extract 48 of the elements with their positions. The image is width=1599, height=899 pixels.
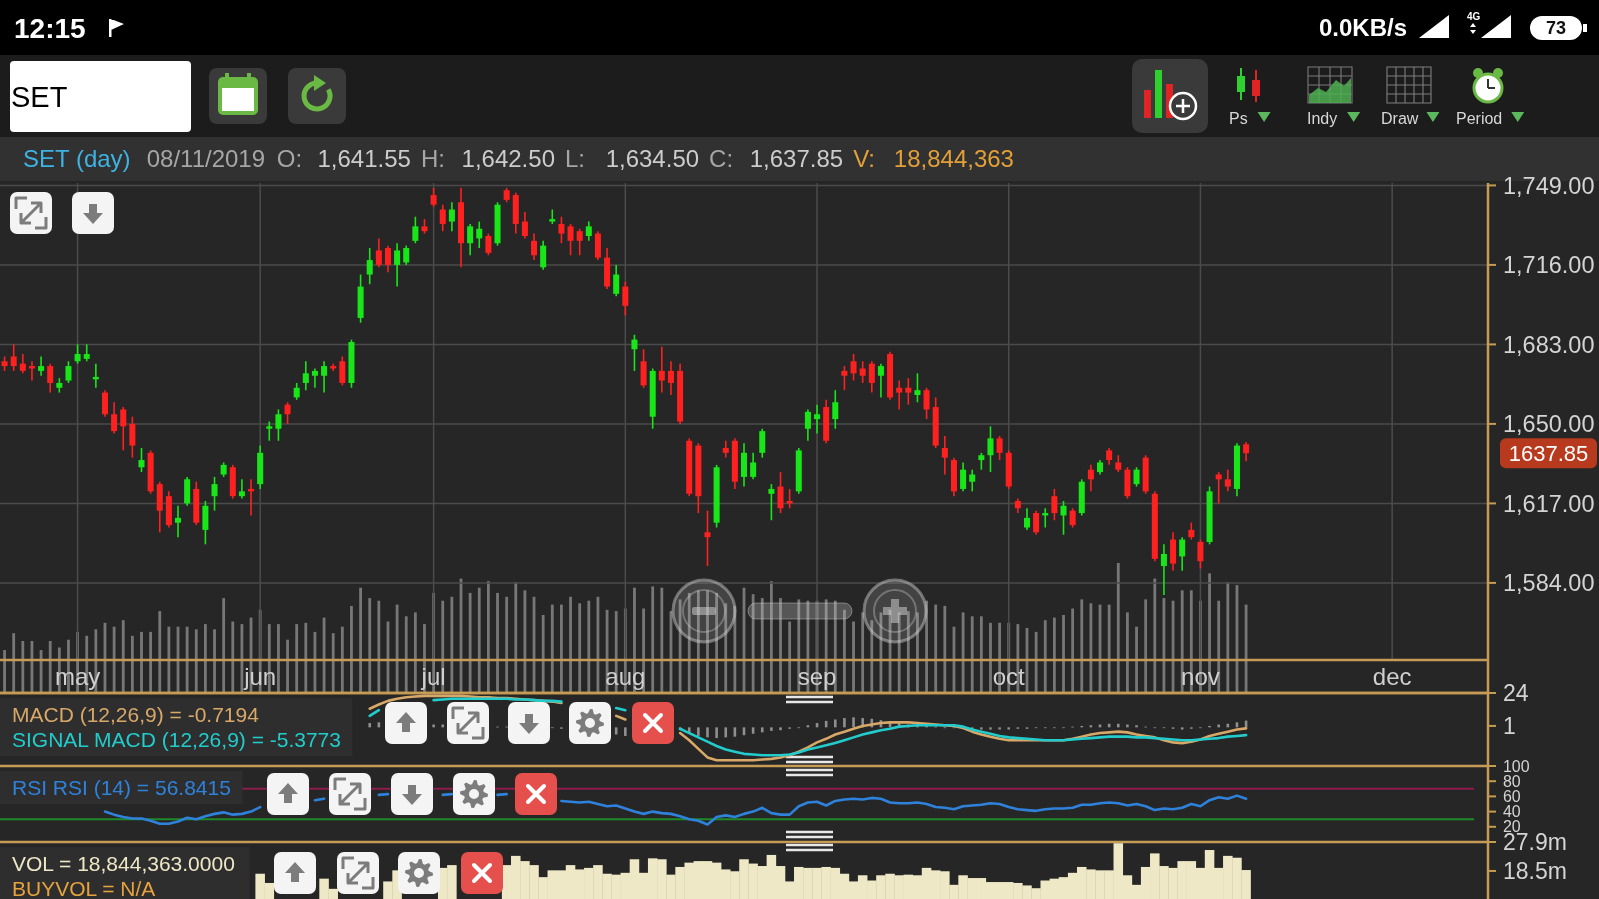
text: C:: [709, 145, 734, 172]
chart-subtitle: 08/11/2019: [146, 145, 266, 172]
text: 4G: [1467, 11, 1481, 22]
y-tick-label: 1,716.00: [1503, 252, 1595, 279]
chart-title: SET (day): [23, 145, 131, 172]
y-tick-label: 24: [1503, 680, 1529, 707]
y-tick-label: 40: [1503, 803, 1521, 821]
x-tick-label: aug: [605, 663, 646, 691]
y-tick-label: 1,650.00: [1503, 411, 1595, 438]
series-label: VOL = 18,844,363.0000: [12, 851, 235, 875]
text: Draw: [1381, 110, 1419, 127]
text: MACD (12,26,9) = -0.7194: [12, 702, 260, 726]
text: Period: [1456, 110, 1503, 127]
text: Indy: [1307, 110, 1338, 127]
annotation: BUYVOL = N/A: [12, 876, 156, 899]
text: Ps: [1229, 110, 1248, 127]
y-tick-label: 1,683.00: [1503, 331, 1595, 358]
text: L:: [564, 145, 585, 172]
y-tick-label: 1,749.00: [1503, 172, 1595, 199]
x-tick-label: jul: [420, 663, 446, 691]
text: 73: [1545, 18, 1567, 38]
text: SET: [11, 81, 68, 113]
x-tick-label: may: [54, 663, 101, 691]
y-tick-label: 1: [1503, 712, 1516, 739]
text: 1,634.50: [605, 145, 700, 172]
y-tick-label: 80: [1503, 772, 1521, 790]
text: 1,641.55: [317, 145, 411, 172]
text: 1,637.85: [749, 145, 844, 172]
x-tick-label: jun: [243, 663, 277, 691]
text: H:: [420, 145, 445, 172]
text: V:: [853, 145, 875, 172]
text: O:: [276, 145, 303, 172]
x-tick-label: sep: [797, 663, 837, 691]
text: 18,844,363: [893, 145, 1014, 172]
text: 0.0KB/s: [1319, 14, 1408, 41]
y-tick-label: 1,617.00: [1503, 490, 1595, 517]
y-tick-label: 100: [1503, 757, 1530, 775]
text: 12:15: [14, 13, 86, 44]
x-tick-label: dec: [1372, 663, 1412, 691]
y-tick-label: 1,584.00: [1503, 570, 1595, 597]
y-tick-label: 18.5m: [1503, 858, 1567, 885]
text: 1637.85: [1508, 440, 1589, 466]
text: 1,642.50: [461, 145, 555, 172]
y-tick-label: 60: [1503, 787, 1521, 805]
x-tick-label: nov: [1181, 663, 1220, 691]
series-label: RSI RSI (14) = 56.8415: [12, 775, 231, 799]
x-tick-label: oct: [992, 663, 1026, 691]
series-label: SIGNAL MACD (12,26,9) = -5.3773: [12, 727, 341, 751]
